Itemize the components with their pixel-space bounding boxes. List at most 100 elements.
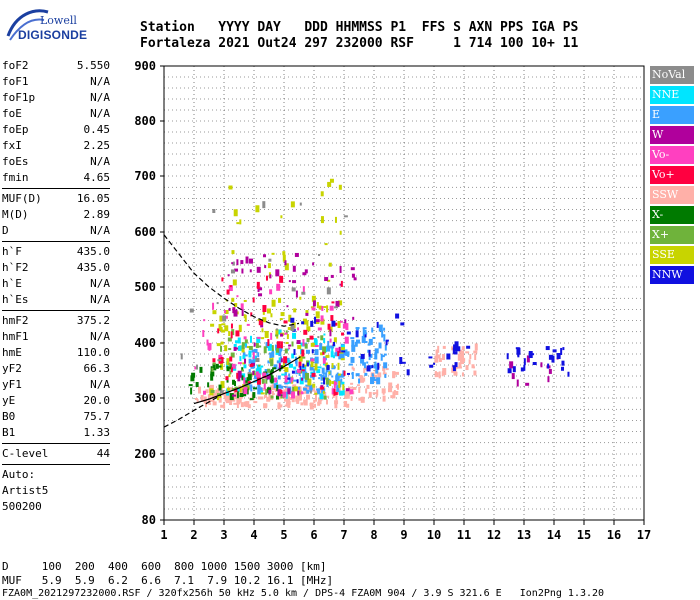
- echo-point: [371, 327, 374, 333]
- echo-point: [302, 339, 305, 347]
- echo-point: [225, 376, 229, 381]
- echo-point: [326, 345, 331, 352]
- legend-entry: X+: [650, 226, 694, 244]
- echo-point: [338, 184, 342, 190]
- echo-point: [302, 318, 307, 325]
- echo-point: [273, 364, 278, 370]
- echo-point: [208, 348, 211, 351]
- echo-point: [246, 323, 250, 326]
- param-row: MUF(D) 16.05: [2, 191, 110, 207]
- echo-point: [250, 365, 255, 369]
- y-tick-label: 200: [134, 447, 156, 461]
- echo-point: [255, 358, 260, 363]
- echo-point: [301, 321, 305, 325]
- echo-point: [358, 386, 361, 393]
- echo-point: [239, 345, 243, 351]
- echo-point: [236, 402, 239, 409]
- echo-point: [296, 340, 301, 345]
- echo-point: [347, 391, 351, 396]
- echo-point: [238, 324, 242, 332]
- echo-point: [216, 302, 219, 305]
- x-tick-label: 12: [487, 528, 501, 542]
- echo-point: [300, 402, 304, 406]
- echo-point: [350, 395, 353, 401]
- echo-point: [261, 328, 264, 333]
- echo-point: [349, 389, 354, 395]
- echo-point: [287, 381, 290, 384]
- echo-point: [236, 372, 239, 379]
- echo-point: [278, 357, 281, 362]
- echo-point: [243, 377, 246, 385]
- echo-point: [286, 396, 290, 401]
- echo-point: [212, 362, 216, 365]
- echo-point: [395, 390, 399, 395]
- echo-point: [317, 327, 322, 331]
- echo-point: [325, 377, 329, 385]
- param-value: 66.3: [83, 362, 111, 375]
- echo-point: [556, 353, 561, 360]
- muf-row: MUF 5.9 5.9 6.2 6.6 7.1 7.9 10.2 16.1 [M…: [2, 574, 334, 587]
- echo-point: [345, 323, 349, 331]
- echo-point: [370, 353, 373, 358]
- echo-point: [297, 345, 302, 350]
- param-value: N/A: [90, 277, 110, 290]
- echo-point: [241, 308, 244, 316]
- echo-point: [300, 391, 304, 395]
- x-tick-label: 10: [427, 528, 441, 542]
- echo-point: [243, 299, 247, 302]
- echo-point: [326, 365, 330, 371]
- param-value: N/A: [90, 91, 110, 104]
- echo-point: [209, 384, 214, 390]
- echo-point: [202, 329, 205, 337]
- y-tick-label: 500: [134, 280, 156, 294]
- echo-point: [339, 230, 342, 235]
- echo-point: [196, 399, 199, 404]
- echo-point: [303, 329, 308, 335]
- echo-point: [244, 382, 247, 386]
- echo-point: [227, 274, 230, 277]
- echo-point: [225, 396, 230, 404]
- echo-point: [329, 379, 332, 386]
- echo-point: [283, 320, 288, 324]
- echo-point: [288, 363, 293, 368]
- echo-point: [442, 345, 446, 349]
- digisonde-logo: Lowell DIGISONDE: [4, 6, 87, 46]
- echo-point: [406, 369, 410, 376]
- echo-point: [218, 384, 222, 391]
- echo-point: [263, 394, 267, 398]
- echo-point: [234, 386, 239, 389]
- param-row: yF1 N/A: [2, 377, 110, 393]
- echo-point: [271, 345, 274, 352]
- echo-point: [257, 396, 260, 400]
- param-value: 16.05: [76, 192, 110, 205]
- echo-point: [224, 310, 227, 314]
- echo-point: [310, 360, 314, 368]
- echo-point: [338, 353, 342, 360]
- echo-point: [239, 219, 242, 225]
- echo-point: [474, 354, 477, 361]
- echo-point: [243, 352, 246, 355]
- echo-point: [364, 372, 368, 376]
- echo-point: [285, 385, 289, 393]
- param-name: h`F: [2, 245, 22, 258]
- echo-point: [394, 371, 399, 375]
- echo-point: [244, 339, 248, 344]
- param-row: D N/A: [2, 223, 110, 239]
- echo-point: [292, 265, 296, 272]
- echo-point: [262, 309, 265, 315]
- logo-digisonde-text: DIGISONDE: [18, 28, 88, 42]
- echo-point: [319, 393, 324, 400]
- echo-point: [241, 268, 244, 274]
- echo-point: [329, 178, 334, 183]
- echo-point: [234, 381, 237, 387]
- echo-point: [265, 275, 268, 281]
- param-row: h`F2 435.0: [2, 260, 110, 276]
- echo-point: [257, 367, 262, 375]
- echo-point: [237, 376, 241, 382]
- echo-point: [311, 349, 314, 354]
- echo-point: [262, 317, 267, 323]
- echo-point: [283, 356, 288, 364]
- echo-point: [315, 319, 320, 323]
- x-tick-label: 3: [220, 528, 227, 542]
